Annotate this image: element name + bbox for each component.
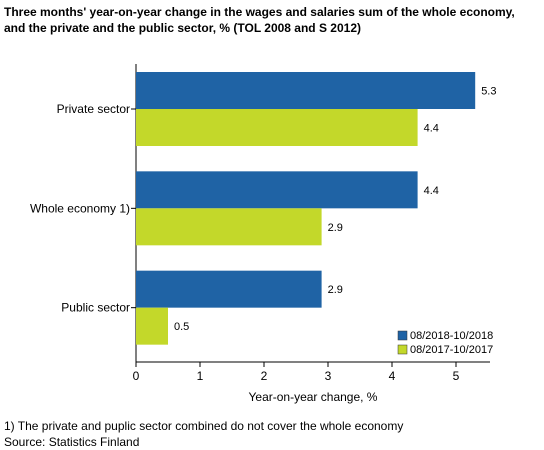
bar: [136, 270, 322, 308]
x-tick-label: 4: [389, 369, 396, 383]
data-label: 5.3: [481, 86, 496, 98]
legend-swatch: [397, 344, 408, 355]
bar: [136, 109, 418, 146]
data-label: 4.4: [424, 185, 439, 197]
chart-title-line-1: Three months' year-on-year change in the…: [4, 5, 515, 19]
legend-label: 08/2017-10/2017: [410, 344, 493, 356]
category-label: Private sector: [57, 102, 130, 116]
x-tick-label: 3: [325, 369, 332, 383]
data-label: 2.9: [328, 222, 343, 234]
source-note: Source: Statistics Finland: [4, 435, 140, 449]
legend-swatch: [397, 330, 408, 341]
x-tick-label: 5: [453, 369, 460, 383]
category-label: Public sector: [61, 301, 130, 315]
legend-label: 08/2018-10/2018: [410, 330, 493, 342]
category-label: Whole economy 1): [30, 201, 130, 215]
x-tick-label: 2: [261, 369, 268, 383]
bar: [136, 72, 476, 109]
bar: [136, 208, 322, 246]
x-axis-label: Year-on-year change, %: [249, 390, 378, 404]
x-tick-label: 0: [133, 369, 140, 383]
bar: [136, 307, 168, 345]
chart-title-line-2: and the private and the public sector, %…: [4, 21, 361, 35]
footnote: 1) The private and puplic sector combine…: [4, 419, 404, 433]
x-tick-label: 1: [197, 369, 204, 383]
data-label: 4.4: [424, 123, 439, 135]
data-label: 0.5: [174, 321, 189, 333]
data-label: 2.9: [328, 284, 343, 296]
chart-title: Three months' year-on-year change in the…: [4, 4, 540, 36]
bar: [136, 171, 418, 209]
